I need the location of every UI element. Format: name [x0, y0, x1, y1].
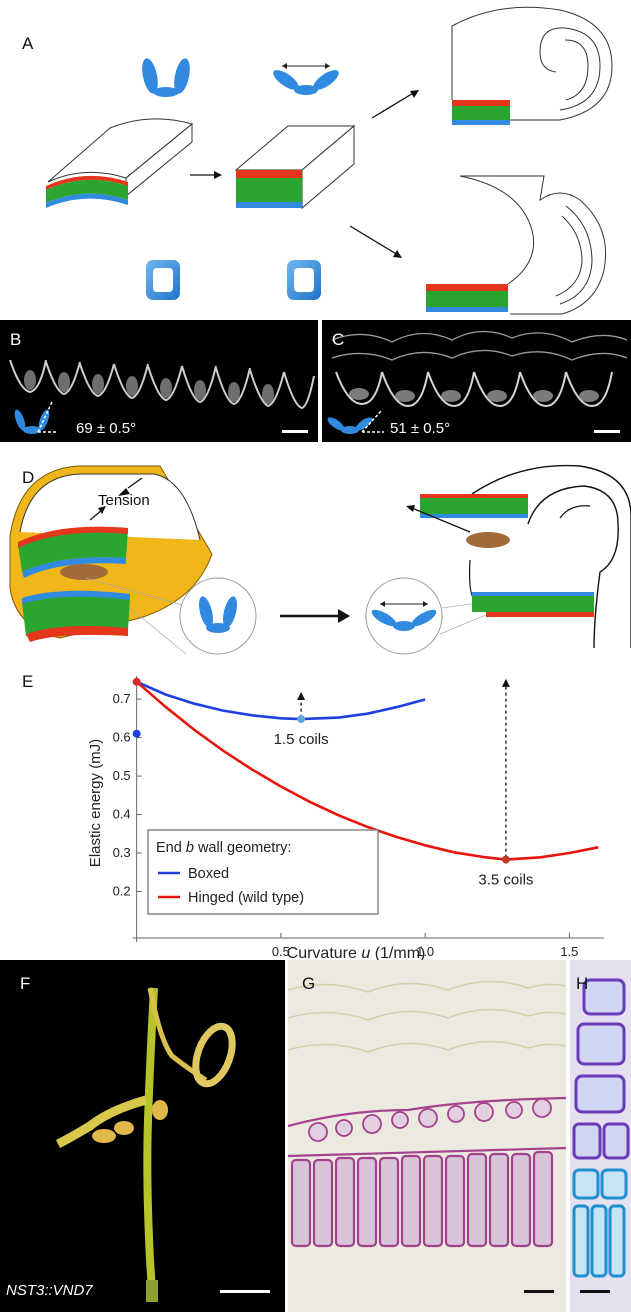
panel-b-cells	[9, 359, 315, 434]
panel-h-histology: H	[570, 960, 631, 1312]
legend-entry: Boxed	[188, 866, 229, 882]
tension-label: Tension	[98, 492, 150, 509]
legend-box	[147, 829, 379, 915]
x-tick-label: 0.5	[272, 944, 290, 959]
panel-label-a: A	[22, 34, 34, 53]
y-axis-label: Elastic energy (mJ)	[87, 739, 104, 867]
panel-label-c: C	[332, 330, 345, 349]
y-tick-label: 0.4	[113, 807, 131, 822]
closed-tube	[9, 465, 213, 642]
panel-label-b: B	[10, 330, 22, 349]
data-point	[297, 715, 306, 724]
panel-label-e: E	[22, 672, 34, 691]
angle-icon	[14, 401, 58, 434]
angle-value-b: 69 ± 0.5°	[76, 420, 137, 437]
series-line-boxed	[136, 680, 426, 721]
y-tick-label: 0.7	[113, 691, 131, 706]
panel-d-diagram	[9, 464, 631, 655]
angle-icon	[327, 409, 384, 434]
panel-label-g: G	[302, 974, 316, 993]
panel-c-cells	[327, 330, 628, 434]
legend-title: End b wall geometry:	[156, 840, 291, 856]
arrow-down-right	[349, 225, 402, 258]
panel-c-micrograph: C 51 ± 0.5°	[322, 320, 631, 442]
energy-arrow-head	[501, 678, 510, 687]
arrow-right-1	[190, 171, 222, 179]
transition-arrow	[280, 609, 350, 623]
legend-entry: Hinged (wild type)	[188, 890, 304, 906]
panel-b-micrograph: B 69 ± 0.5°	[0, 320, 318, 442]
curved-slab	[46, 118, 194, 208]
panel-g-cells	[288, 980, 566, 1293]
energy-chart: 0.2 0.3 0.4 0.5 0.6 0.7 0.5 1.0 1.5 Elastic energ…	[87, 676, 604, 960]
cell-boxed-icon	[287, 260, 321, 300]
data-point	[501, 855, 510, 864]
y-tick-label: 0.3	[113, 845, 131, 860]
panel-d: D Tension	[0, 448, 631, 666]
cell-boxed-icon	[146, 260, 180, 300]
panel-f-plant	[55, 987, 270, 1302]
series-line-hinged	[135, 680, 599, 861]
zoom-circle-closed	[179, 577, 257, 655]
panel-a-diagram	[46, 6, 613, 315]
flat-slab	[234, 124, 356, 210]
panel-label-f: F	[20, 974, 31, 993]
data-point	[132, 677, 141, 686]
cell-hinged-icon	[142, 58, 190, 97]
coiled-slab-hinged	[426, 175, 607, 315]
scale-bar	[594, 430, 620, 433]
y-tick-label: 0.6	[113, 730, 131, 745]
coil-annotation: 1.5 coils	[274, 731, 329, 748]
angle-value-c: 51 ± 0.5°	[390, 420, 451, 437]
x-axis-label: Curvature u (1/mm)	[287, 945, 426, 960]
zoom-circle-open	[365, 577, 443, 655]
data-point	[132, 729, 141, 738]
scale-bar	[524, 1290, 554, 1293]
panel-a: A	[0, 0, 631, 318]
arrow-up-right	[371, 90, 419, 119]
cell-hinged-open-icon	[273, 63, 339, 95]
genotype-caption: NST3::VND7	[6, 1282, 93, 1299]
scale-bar	[282, 430, 308, 433]
x-tick-label: 1.5	[560, 944, 578, 959]
y-tick-label: 0.5	[113, 768, 131, 783]
y-tick-label: 0.2	[113, 884, 131, 899]
panel-g-histology: G	[288, 960, 566, 1312]
energy-arrow-head	[297, 692, 306, 701]
coiled-slab-boxed	[451, 6, 613, 125]
panel-f-photo: F NST3::VND7	[0, 960, 285, 1312]
coil-annotation: 3.5 coils	[478, 871, 533, 888]
cell-hinged-icon	[199, 596, 237, 633]
x-tick-label: 1.0	[416, 944, 434, 959]
panel-label-h: H	[576, 974, 589, 993]
tension-arrow	[89, 477, 143, 521]
panel-e-chart: E 0.2 0.3 0.4 0.5 0.6 0.7 0.5 1.0 1.5 Elastic ene…	[0, 668, 631, 960]
cell-hinged-open-icon	[371, 601, 437, 631]
panel-label-d: D	[22, 468, 35, 487]
scale-bar	[580, 1290, 610, 1293]
scale-bar	[220, 1290, 270, 1293]
open-coil	[406, 464, 631, 649]
panel-h-cells	[572, 978, 630, 1293]
